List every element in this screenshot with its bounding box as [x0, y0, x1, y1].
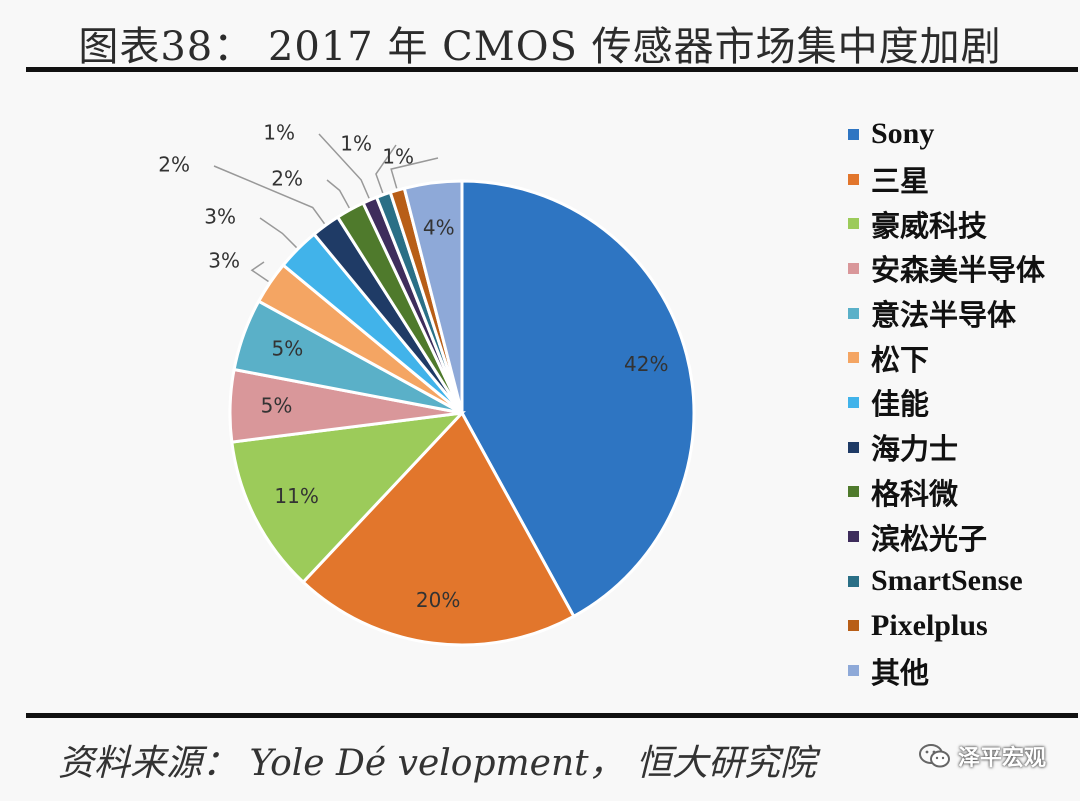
legend-swatch — [848, 575, 859, 587]
legend-label: 松下 — [871, 342, 930, 377]
legend-item: 豪威科技 — [848, 201, 1078, 246]
legend-item: SmartSense — [848, 559, 1078, 604]
legend-item: 格科微 — [848, 470, 1078, 515]
legend-swatch — [848, 307, 859, 319]
slice-label-10: 1% — [340, 132, 372, 156]
source-note: 资料来源： Yole Dé velopment， 恒大研究院 — [58, 743, 817, 784]
slice-label-11: 1% — [382, 145, 414, 169]
slice-label-1: 20% — [416, 588, 460, 612]
legend-swatch — [848, 486, 859, 498]
pie-slice-12 — [402, 179, 464, 414]
legend-swatch — [848, 396, 859, 408]
slice-label-8: 2% — [271, 167, 303, 191]
legend-swatch — [848, 173, 859, 185]
legend-label: 三星 — [871, 164, 930, 199]
watermark: 泽平宏观 — [918, 740, 1046, 772]
legend-item: 意法半导体 — [848, 291, 1078, 336]
leader-line-7 — [213, 165, 326, 225]
legend-swatch — [848, 262, 859, 274]
slice-label-3: 5% — [261, 394, 293, 418]
legend-swatch — [848, 665, 859, 677]
legend-item: Pixelplus — [848, 604, 1078, 649]
wechat-icon — [919, 744, 950, 768]
legend-swatch — [848, 352, 859, 364]
legend-label: 安森美半导体 — [871, 253, 1046, 288]
legend-swatch — [848, 531, 859, 543]
legend-label: Pixelplus — [871, 608, 988, 642]
legend-label: 豪威科技 — [871, 208, 988, 243]
legend-label: 格科微 — [871, 476, 959, 511]
leader-line-10 — [375, 144, 397, 194]
slice-label-2: 11% — [274, 484, 318, 508]
legend-item: 其他 — [848, 648, 1078, 693]
pie-chart: 42% 20% 11% 5% 5% 3% 3% 2% 2% 1% 1% 1% 4% — [158, 121, 696, 647]
slice-label-5: 3% — [208, 249, 240, 273]
legend-label: 意法半导体 — [871, 298, 1017, 333]
legend-item: 三星 — [848, 157, 1078, 202]
watermark-text: 泽平宏观 — [958, 746, 1047, 771]
legend-label: 其他 — [871, 655, 930, 690]
pie-slice-0 — [460, 179, 696, 619]
legend-item: 松下 — [848, 335, 1078, 380]
legend-label: 海力士 — [871, 432, 959, 467]
leader-line-11 — [390, 157, 439, 189]
legend-label: 佳能 — [871, 387, 930, 422]
legend-label: SmartSense — [871, 564, 1023, 598]
leader-line-5 — [250, 261, 269, 283]
slice-label-7: 2% — [158, 153, 190, 177]
legend-item: 佳能 — [848, 380, 1078, 425]
leader-line-8 — [326, 179, 350, 209]
legend-swatch — [848, 441, 859, 453]
title-divider — [26, 67, 1078, 72]
slice-label-9: 1% — [263, 121, 295, 145]
legend-item: 海力士 — [848, 425, 1078, 470]
leader-line-6 — [259, 217, 298, 249]
legend-swatch — [848, 620, 859, 632]
leader-line-9 — [318, 133, 370, 199]
slice-label-6: 3% — [204, 205, 236, 229]
legend-swatch — [848, 128, 859, 140]
legend-label: 滨松光子 — [871, 521, 988, 556]
slice-label-0: 42% — [624, 352, 668, 376]
slice-label-12: 4% — [423, 215, 455, 239]
pie-slice-1 — [301, 410, 576, 647]
legend-item: 安森美半导体 — [848, 246, 1078, 291]
legend-item: 滨松光子 — [848, 514, 1078, 559]
chart-legend: Sony 三星豪威科技安森美半导体 意法半导体松下佳能海力士格科微滨松光子 Smart… — [848, 112, 1078, 693]
slice-label-4: 5% — [272, 337, 304, 361]
legend-swatch — [848, 218, 859, 230]
legend-label: Sony — [871, 117, 935, 151]
pie-slice-2 — [230, 410, 466, 585]
legend-item: Sony — [848, 112, 1078, 157]
figure-title: 图表38： 2017 年 CMOS 传感器市场集中度加剧 — [78, 24, 1002, 70]
source-divider — [26, 713, 1078, 718]
